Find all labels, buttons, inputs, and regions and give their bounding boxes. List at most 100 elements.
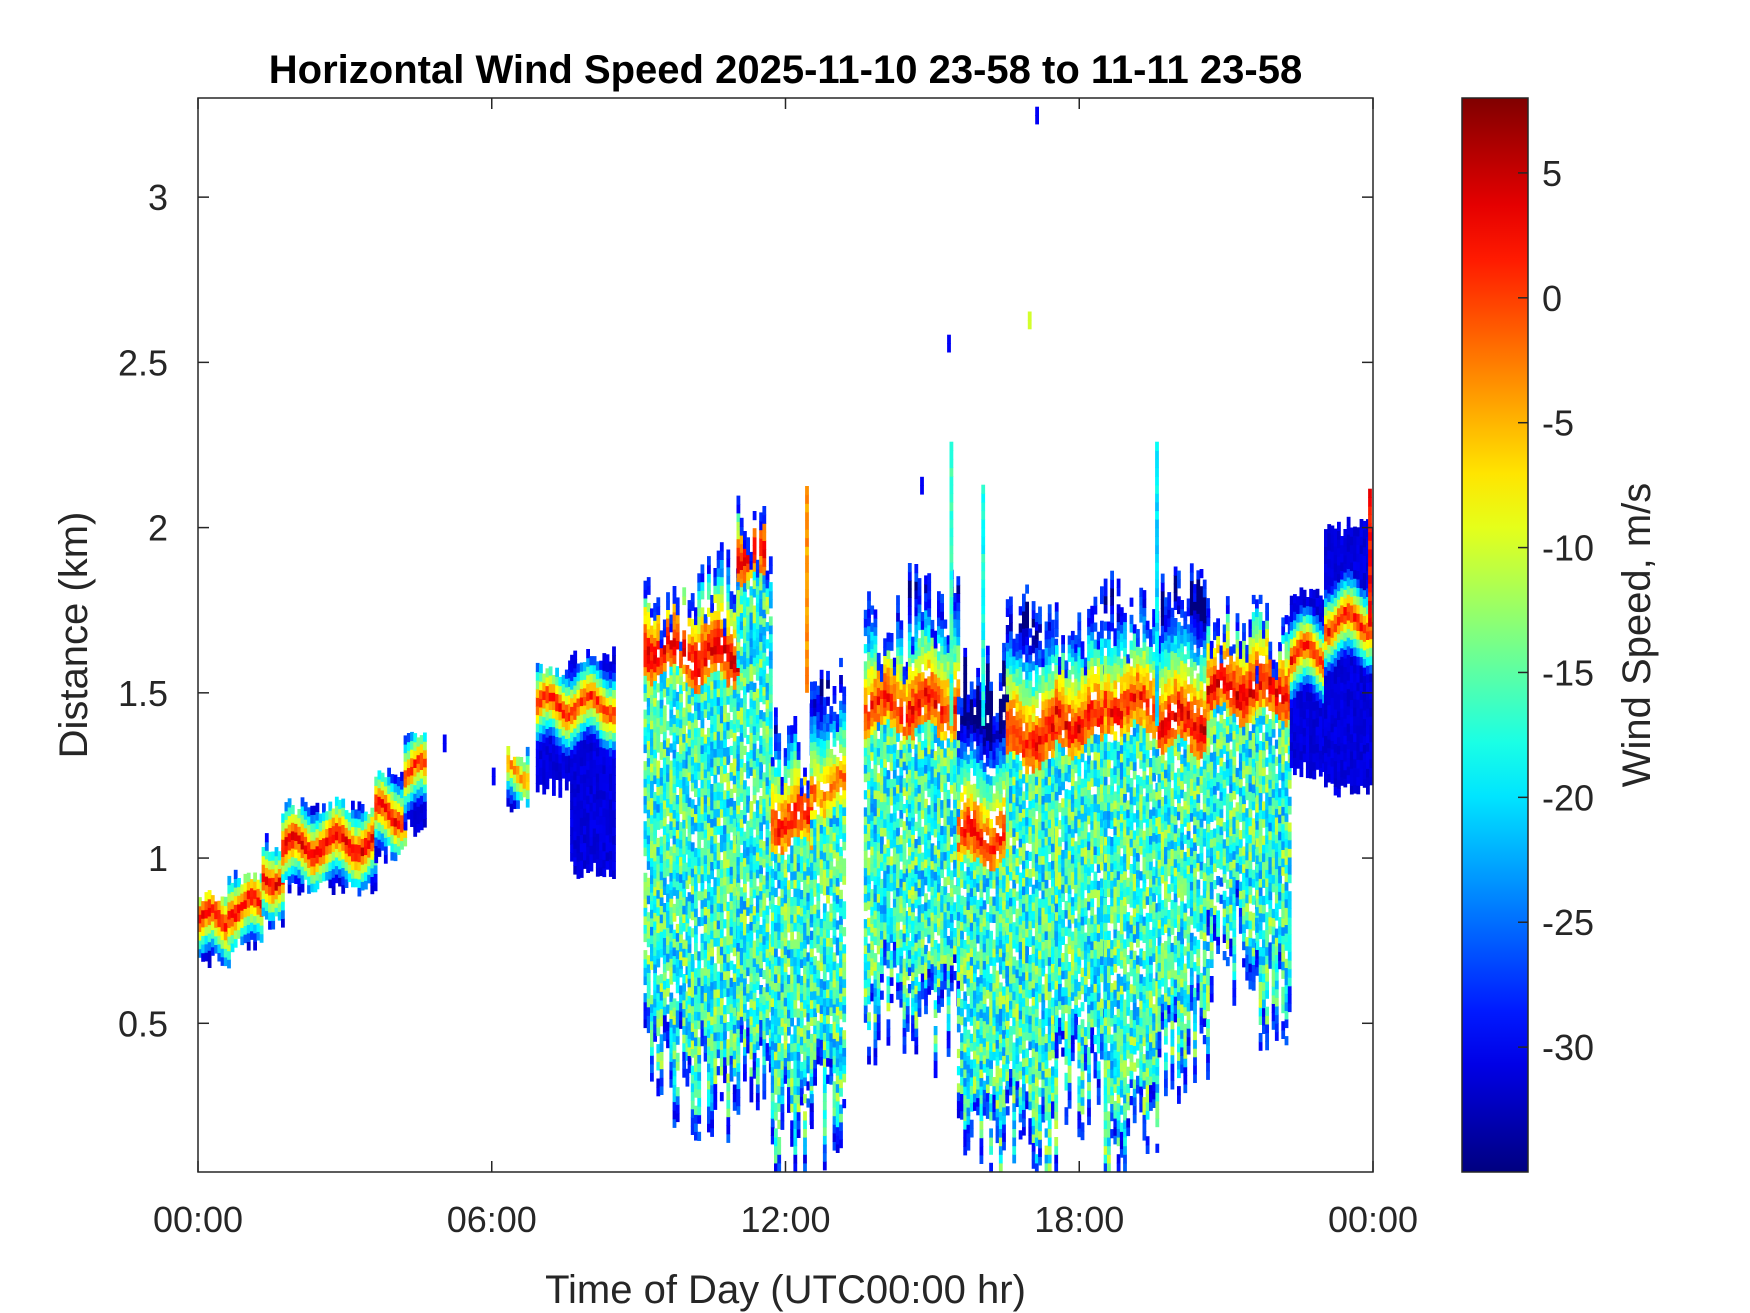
- heatmap-cell: [243, 916, 248, 926]
- heatmap-cell: [863, 970, 868, 980]
- heatmap-cell: [552, 709, 556, 719]
- heatmap-cell: [723, 876, 727, 886]
- heatmap-cell: [250, 913, 254, 923]
- heatmap-cell: [886, 684, 891, 694]
- heatmap-cell: [682, 1059, 687, 1070]
- heatmap-cell: [777, 1059, 782, 1069]
- heatmap-cell: [892, 898, 897, 908]
- heatmap-cell: [759, 873, 763, 883]
- heatmap-cell: [842, 695, 847, 705]
- heatmap-cell: [826, 679, 830, 689]
- heatmap-cell: [662, 885, 667, 895]
- heatmap-cell: [867, 831, 871, 842]
- heatmap-cell: [819, 798, 824, 808]
- heatmap-cell: [743, 934, 747, 944]
- heatmap-cell: [243, 882, 248, 892]
- heatmap-cell: [819, 686, 824, 697]
- heatmap-cell: [873, 746, 878, 757]
- heatmap-cell: [743, 1055, 747, 1065]
- heatmap-cell: [889, 753, 894, 763]
- heatmap-cell: [331, 885, 336, 895]
- heatmap-cell: [703, 674, 708, 684]
- heatmap-cell: [749, 551, 754, 562]
- heatmap-cell: [656, 683, 661, 693]
- heatmap-cell: [780, 983, 785, 993]
- heatmap-cell: [313, 840, 318, 850]
- heatmap-cell: [656, 949, 661, 959]
- heatmap-cell: [700, 590, 705, 600]
- heatmap-cell: [687, 823, 692, 833]
- heatmap-cell: [790, 1051, 794, 1061]
- heatmap-cell: [787, 940, 791, 950]
- heatmap-cell: [810, 1094, 814, 1104]
- heatmap-cell: [832, 823, 837, 833]
- heatmap-cell: [729, 651, 734, 661]
- heatmap-cell: [762, 841, 767, 851]
- heatmap-cell: [403, 821, 408, 831]
- heatmap-cell: [813, 921, 817, 931]
- heatmap-cell: [700, 650, 705, 660]
- heatmap-cell: [599, 781, 603, 791]
- heatmap-cell: [765, 776, 770, 786]
- heatmap-cell: [703, 1043, 708, 1053]
- heatmap-cell: [682, 647, 687, 657]
- heatmap-cell: [839, 984, 843, 994]
- heatmap-cell: [810, 862, 814, 872]
- heatmap-cell: [608, 850, 613, 860]
- heatmap-cell: [762, 858, 767, 868]
- heatmap-cell: [726, 669, 731, 679]
- heatmap-cell: [762, 506, 767, 516]
- heatmap-cell: [656, 614, 661, 624]
- heatmap-cell: [564, 695, 569, 705]
- heatmap-cell: [777, 836, 782, 846]
- heatmap-cell: [883, 956, 887, 966]
- heatmap-cell: [873, 729, 878, 739]
- heatmap-cell: [586, 734, 590, 745]
- heatmap-cell: [819, 815, 824, 825]
- heatmap-cell: [703, 932, 708, 942]
- heatmap-cell: [842, 952, 847, 963]
- heatmap-cell: [746, 614, 750, 624]
- heatmap-cell: [755, 963, 760, 973]
- heatmap-cell: [599, 669, 603, 679]
- heatmap-cell: [762, 540, 767, 550]
- heatmap-cell: [545, 745, 550, 755]
- heatmap-cell: [679, 925, 683, 935]
- heatmap-cell: [739, 603, 744, 613]
- heatmap-cell: [755, 731, 760, 741]
- heatmap-cell: [707, 977, 711, 987]
- heatmap-cell: [863, 936, 868, 946]
- heatmap-cell: [570, 852, 574, 862]
- heatmap-cell: [246, 941, 251, 951]
- heatmap-cell: [583, 696, 587, 706]
- heatmap-cell: [338, 834, 342, 844]
- heatmap-cell: [799, 958, 804, 968]
- heatmap-cell: [876, 695, 881, 706]
- heatmap-cell: [822, 714, 827, 724]
- heatmap-cell: [759, 641, 763, 651]
- heatmap-cell: [902, 847, 907, 857]
- heatmap-cell: [687, 703, 692, 713]
- heatmap-cell: [755, 594, 760, 604]
- heatmap-cell: [713, 791, 718, 801]
- heatmap-cell: [707, 1071, 711, 1081]
- heatmap-cell: [743, 797, 747, 807]
- heatmap-cell: [774, 707, 778, 717]
- heatmap-cell: [419, 786, 424, 796]
- heatmap-cell: [762, 557, 767, 567]
- heatmap-cell: [682, 905, 687, 915]
- heatmap-cell: [716, 842, 721, 852]
- heatmap-cell: [707, 753, 711, 763]
- heatmap-cell: [656, 760, 661, 770]
- heatmap-cell: [653, 671, 657, 681]
- heatmap-cell: [736, 933, 741, 943]
- heatmap-cell: [393, 817, 398, 827]
- heatmap-cell: [719, 542, 724, 552]
- heatmap-cell: [643, 958, 648, 968]
- heatmap-cell: [573, 727, 578, 738]
- heatmap-cell: [796, 905, 801, 915]
- heatmap-cell: [400, 840, 404, 850]
- heatmap-cell: [650, 1020, 654, 1030]
- heatmap-cell: [700, 736, 705, 746]
- heatmap-cell: [736, 1088, 741, 1098]
